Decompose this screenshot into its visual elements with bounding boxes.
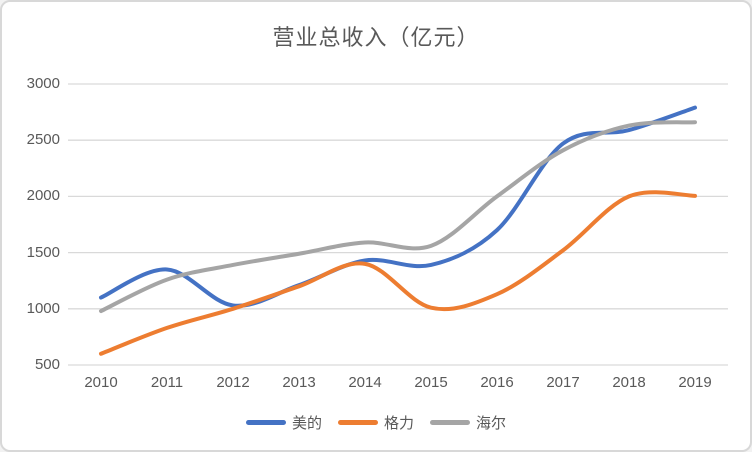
legend-item-2: 海尔 (430, 412, 506, 433)
series-lines (99, 105, 697, 356)
y-tick-label: 3000 (26, 75, 60, 92)
x-tick-label: 2012 (216, 374, 250, 391)
x-tick-label: 2014 (348, 374, 382, 391)
x-tick-label: 2019 (678, 374, 712, 391)
legend-item-0: 美的 (245, 412, 322, 433)
series-line-1 (99, 190, 697, 356)
x-tick-label: 2016 (480, 374, 514, 391)
x-tick-label: 2010 (84, 374, 118, 391)
legend-swatch-icon (245, 420, 286, 425)
y-tick-label: 2500 (26, 131, 60, 149)
gridlines (68, 83, 728, 366)
x-tick-label: 2018 (612, 374, 646, 391)
legend-item-1: 格力 (337, 412, 414, 433)
y-tick-label: 500 (34, 356, 60, 373)
x-tick-label: 2015 (414, 374, 448, 391)
legend-swatch-icon (337, 420, 378, 425)
legend-label: 美的 (291, 415, 322, 432)
chart-title: 营业总收入（亿元） (272, 25, 480, 50)
legend-label: 海尔 (476, 415, 507, 432)
x-tick-label: 2017 (546, 374, 580, 391)
y-tick-label: 1000 (26, 299, 60, 317)
y-tick-label: 1500 (26, 243, 60, 261)
y-tick-label: 2000 (26, 187, 60, 205)
legend-label: 格力 (383, 415, 414, 432)
series-line-2 (99, 120, 697, 314)
x-tick-label: 2011 (150, 374, 184, 391)
series-line-0 (99, 105, 697, 308)
x-tick-label: 2013 (282, 374, 316, 391)
legend: 美的 格力 海尔 (2, 412, 750, 433)
legend-swatch-icon (430, 420, 470, 425)
